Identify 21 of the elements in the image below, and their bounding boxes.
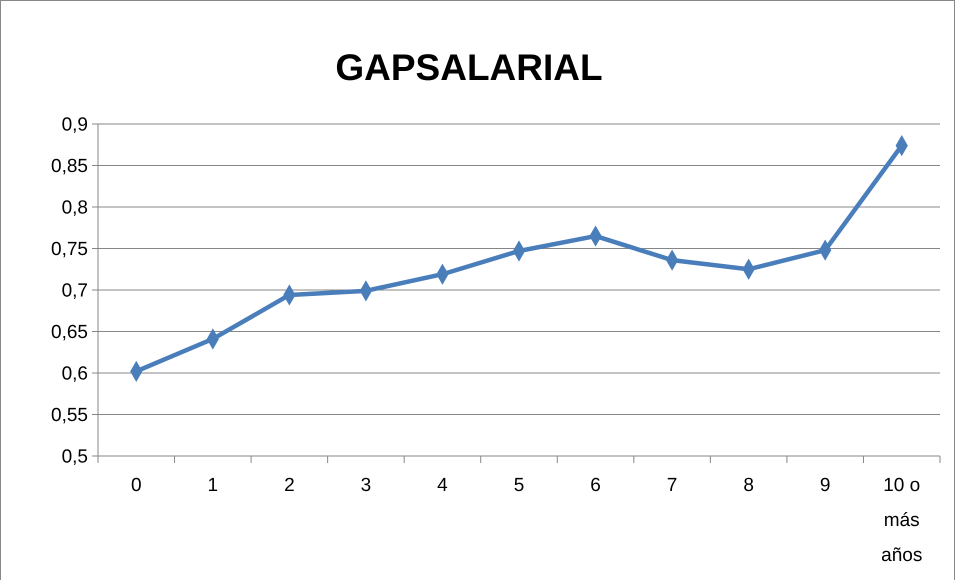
y-tick-label: 0,75 bbox=[51, 239, 88, 260]
x-tick-label: 8 bbox=[743, 475, 754, 496]
x-tick-label: 0 bbox=[130, 475, 142, 496]
x-tick-label: 10 o más años bbox=[881, 475, 922, 566]
y-tick-label: 0,9 bbox=[62, 114, 88, 136]
y-tick-label: 0,85 bbox=[51, 156, 88, 178]
x-tick-label: 4 bbox=[437, 475, 448, 496]
x-tick-label: 9 bbox=[820, 475, 830, 496]
chart-title: GAPSALARIAL bbox=[335, 47, 603, 88]
x-tick-label: 3 bbox=[360, 475, 372, 496]
y-tick-label: 0,6 bbox=[62, 364, 88, 385]
y-tick-label: 0,7 bbox=[62, 280, 88, 302]
y-tick-label: 0,65 bbox=[51, 322, 88, 344]
x-tick-label: 1 bbox=[208, 475, 218, 496]
y-tick-label: 0,55 bbox=[51, 405, 88, 426]
y-tick-label: 0,8 bbox=[62, 198, 88, 219]
x-tick-label: 5 bbox=[514, 475, 524, 496]
x-tick-label: 7 bbox=[666, 475, 678, 496]
x-tick-label: 2 bbox=[284, 475, 295, 496]
y-tick-label: 0,5 bbox=[62, 446, 88, 468]
x-tick-label: 6 bbox=[590, 475, 601, 496]
